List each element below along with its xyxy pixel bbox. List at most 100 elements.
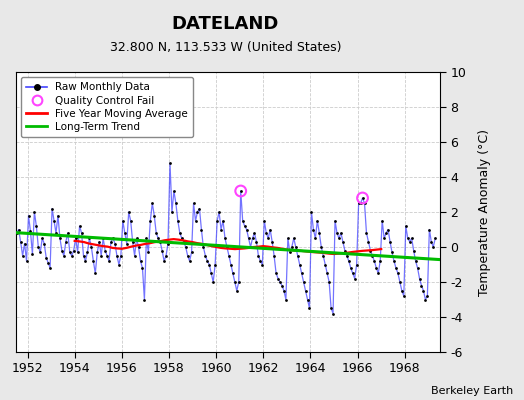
Point (364, 238, 373, 245)
Point (85, 235, 94, 242)
Point (366, 247, 375, 254)
Point (221, 235, 229, 242)
Point (291, 244, 300, 250)
Point (376, 258, 385, 264)
Point (348, 270, 357, 276)
Point (168, 209, 176, 215)
Point (362, 230, 370, 236)
Point (270, 252, 278, 259)
Point (286, 249, 294, 256)
Point (231, 279, 239, 285)
Point (401, 223, 410, 229)
Point (70, 247, 78, 254)
Point (101, 247, 110, 254)
Point (5, 249, 13, 256)
Point (156, 238, 165, 245)
Point (207, 270, 215, 276)
Point (150, 212, 158, 219)
Point (382, 230, 390, 236)
Point (91, 270, 100, 276)
Text: Berkeley Earth: Berkeley Earth (431, 386, 514, 396)
Point (370, 258, 378, 264)
Point (337, 230, 345, 236)
Point (99, 235, 107, 242)
Point (223, 244, 231, 250)
Point (193, 209, 202, 215)
Point (272, 270, 280, 276)
Point (307, 209, 315, 215)
Point (87, 244, 95, 250)
Point (331, 218, 339, 224)
Point (266, 226, 275, 233)
Point (368, 252, 377, 259)
Point (236, 188, 245, 194)
Point (52, 230, 60, 236)
Point (217, 226, 225, 233)
Point (180, 238, 188, 245)
Point (152, 230, 160, 236)
Point (241, 223, 249, 229)
Point (296, 261, 304, 268)
Y-axis label: Temperature Anomaly (°C): Temperature Anomaly (°C) (477, 128, 490, 296)
Point (386, 238, 394, 245)
Point (1, 223, 9, 229)
Point (238, 218, 247, 224)
Point (290, 235, 298, 242)
Point (195, 205, 204, 212)
Text: DATELAND: DATELAND (172, 15, 279, 33)
Point (244, 235, 253, 242)
Point (40, 240, 48, 247)
Point (136, 258, 145, 264)
Point (278, 282, 286, 289)
Point (225, 252, 233, 259)
Point (227, 261, 235, 268)
Point (68, 252, 76, 259)
Point (390, 258, 398, 264)
Point (282, 296, 290, 303)
Point (185, 258, 194, 264)
Point (219, 218, 227, 224)
Point (260, 218, 268, 224)
Point (154, 235, 162, 242)
Point (166, 160, 174, 166)
Point (7, 218, 15, 224)
Point (421, 296, 430, 303)
Point (280, 288, 288, 294)
Point (113, 252, 121, 259)
Point (28, 251, 37, 257)
Point (111, 240, 119, 247)
Point (329, 310, 337, 317)
Point (133, 235, 141, 242)
Point (83, 249, 92, 256)
Point (254, 252, 263, 259)
Point (248, 235, 257, 242)
Point (335, 235, 343, 242)
Point (62, 238, 70, 245)
Point (319, 252, 328, 259)
Point (20, 240, 29, 247)
Point (388, 249, 396, 256)
Point (30, 209, 39, 215)
Point (429, 244, 438, 250)
Point (189, 200, 198, 206)
Point (358, 195, 367, 201)
Point (419, 288, 428, 294)
Point (115, 261, 123, 268)
Point (315, 230, 323, 236)
Point (339, 238, 347, 245)
Point (256, 258, 265, 264)
Point (258, 261, 267, 268)
Point (58, 247, 66, 254)
Point (293, 252, 302, 259)
Point (95, 238, 103, 245)
Point (262, 230, 270, 236)
Point (107, 238, 115, 245)
Point (211, 261, 220, 268)
Point (42, 254, 50, 261)
Point (380, 235, 388, 242)
Point (13, 230, 21, 236)
Point (346, 265, 355, 271)
Point (392, 265, 400, 271)
Point (146, 218, 155, 224)
Point (81, 258, 90, 264)
